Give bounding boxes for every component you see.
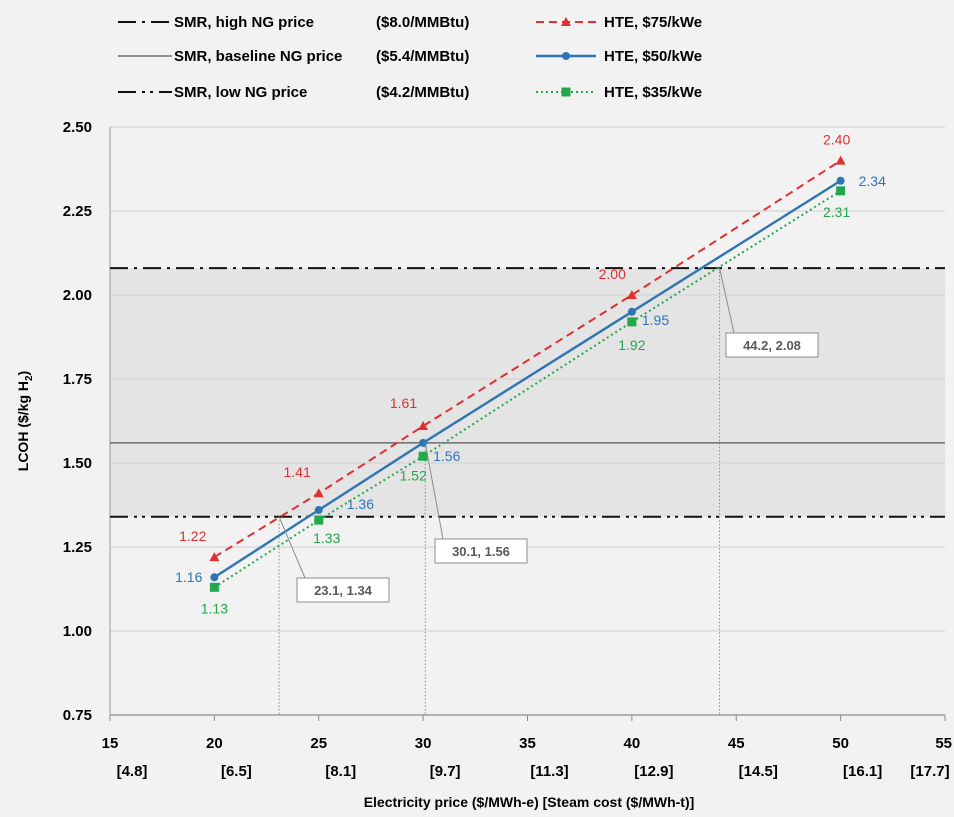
data-point [209, 582, 219, 592]
callout-box [434, 538, 528, 564]
data-point [209, 552, 220, 562]
legend-label: SMR, high NG price [174, 14, 314, 31]
gridlines [110, 126, 945, 632]
callout-leader [424, 442, 444, 540]
x-axis-title: Electricity price ($/MWh-e) [Steam cost … [364, 794, 695, 810]
y-tick-label: 0.75 [63, 707, 92, 724]
y-axis-title-main: LCOH ($/kg H [15, 381, 31, 471]
legend-label: SMR, baseline NG price [174, 48, 342, 65]
y-tick-label: 2.00 [63, 287, 92, 304]
y-axis-title: LCOH ($/kg H2) [15, 371, 35, 471]
data-label: 1.13 [201, 600, 228, 616]
legend-marker [561, 17, 571, 26]
y-tick-label: 1.50 [63, 455, 92, 472]
legend-label: SMR, low NG price [174, 84, 307, 101]
data-point [626, 290, 637, 299]
x-secondary-tick-label: [14.5] [739, 763, 778, 780]
data-label: 1.33 [313, 530, 340, 546]
data-label: 1.92 [618, 337, 645, 353]
legend-marker [562, 52, 570, 60]
data-label: 2.00 [599, 266, 626, 282]
x-secondary-tick-label: [6.5] [221, 763, 252, 780]
x-tick-label: 30 [415, 735, 432, 752]
x-tick-label: 45 [728, 735, 745, 752]
data-label: 1.22 [179, 528, 206, 544]
x-tick-label: 15 [102, 735, 119, 752]
data-point [627, 307, 636, 316]
tick-labels: 0.75 1.00 1.25 1.50 1.75 2.00 2.25 2.50 15 [4.8] 2… [63, 119, 952, 780]
x-tick-label: 40 [624, 735, 641, 752]
x-secondary-tick-label: [9.7] [430, 763, 461, 780]
axes [109, 127, 946, 721]
cost-band-layer [110, 268, 945, 517]
data-label: 1.52 [400, 467, 427, 483]
y-tick-label: 1.00 [63, 623, 92, 640]
callout-text: 30.1, 1.56 [452, 544, 510, 559]
data-point [210, 573, 219, 582]
x-secondary-tick-label: [16.1] [843, 763, 882, 780]
legend-label: HTE, $75/kWe [604, 14, 702, 31]
data-label: 1.95 [642, 312, 669, 328]
x-tick-label: 20 [206, 735, 223, 752]
data-label: 2.31 [823, 204, 850, 220]
callouts: 23.1, 1.34 30.1, 1.56 44.2, 2.08 [278, 268, 819, 603]
data-point [627, 317, 637, 327]
callout-leader [719, 268, 735, 334]
smr-cost-band [110, 268, 945, 517]
data-point [314, 506, 323, 515]
data-point [835, 155, 846, 165]
x-secondary-tick-label: [8.1] [325, 763, 356, 780]
series-line [213, 159, 842, 558]
data-label: 1.16 [175, 569, 202, 585]
y-tick-label: 2.25 [63, 203, 92, 220]
legend-price: ($4.2/MMBtu) [376, 84, 469, 101]
x-tick-label: 35 [519, 735, 536, 752]
x-secondary-tick-label: [11.3] [530, 763, 568, 780]
data-point [418, 451, 428, 461]
data-label: 2.34 [859, 173, 886, 189]
x-tick-label: 25 [310, 735, 327, 752]
y-tick-label: 1.75 [63, 371, 92, 388]
legend-price: ($8.0/MMBtu) [376, 14, 469, 31]
callout-text: 44.2, 2.08 [743, 338, 801, 353]
reference-lines [110, 267, 945, 518]
x-secondary-tick-label: [4.8] [117, 763, 148, 780]
data-point [314, 515, 324, 525]
y-tick-label: 2.50 [63, 119, 92, 136]
x-tick-label: 55 [935, 735, 952, 752]
y-tick-label: 1.25 [63, 539, 92, 556]
data-point [313, 488, 324, 498]
legend-label: HTE, $35/kWe [604, 84, 702, 101]
data-label: 2.40 [823, 132, 850, 148]
x-tick-label: 50 [832, 735, 849, 752]
callout-leader [278, 516, 306, 579]
callout-box [725, 332, 819, 358]
data-label: 1.41 [284, 464, 311, 480]
legend-price: ($5.4/MMBtu) [376, 48, 469, 65]
y-axis-title-close: ) [15, 371, 31, 376]
intersection-guides [278, 268, 721, 715]
data-label: 1.36 [347, 496, 374, 512]
callout-box [296, 577, 390, 603]
data-label: 1.56 [433, 448, 460, 464]
x-secondary-tick-label: [17.7] [910, 763, 949, 780]
data-point [836, 186, 846, 196]
y-axis-title-subscript: 2 [24, 375, 35, 381]
data-point [836, 176, 845, 185]
legend: SMR, high NG price ($8.0/MMBtu) SMR, basel… [118, 14, 702, 101]
legend-label: HTE, $50/kWe [604, 48, 702, 65]
data-label: 1.61 [390, 395, 417, 411]
callout-text: 23.1, 1.34 [314, 583, 373, 598]
legend-marker [561, 87, 571, 97]
data-point [418, 421, 429, 431]
x-secondary-tick-label: [12.9] [634, 763, 673, 780]
series-layer: 1.22 1.41 1.61 2.00 2.40 1.16 1.36 1.56 1.95 2.34… [175, 132, 886, 617]
